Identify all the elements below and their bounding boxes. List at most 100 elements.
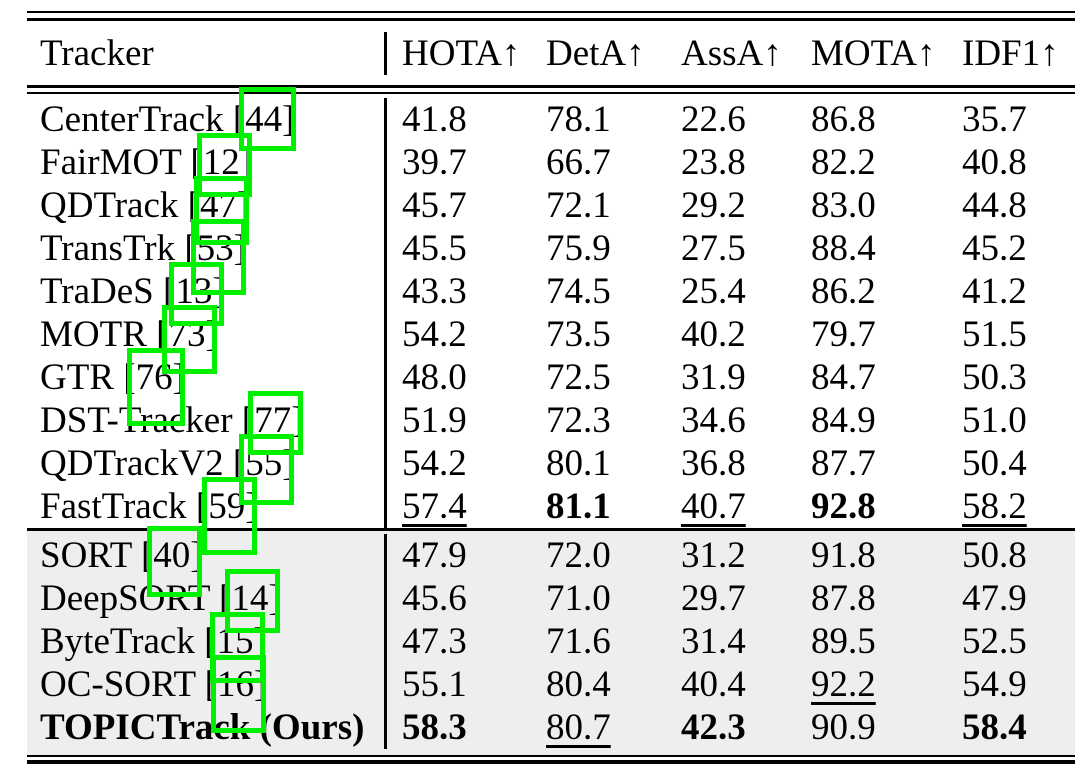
metric-cell-deta: 71.6 — [531, 620, 666, 663]
metric-value: 52.5 — [962, 621, 1027, 662]
table-row: SORT [40] 47.9 72.0 31.2 91.8 50.8 — [27, 526, 1075, 597]
metric-value: 54.2 — [402, 443, 467, 484]
metric-value: 92.2 — [811, 664, 876, 705]
metric-value: 92.8 — [811, 486, 876, 527]
metric-value: 66.7 — [546, 142, 611, 183]
metric-cell-idf1: 58.4 — [947, 706, 1075, 749]
metric-cell-assa: 42.3 — [666, 706, 796, 749]
citation-annotation-box[interactable]: 76 — [126, 348, 185, 426]
column-header-idf1: IDF1↑ — [962, 32, 1059, 74]
table-header-row: Tracker HOTA↑ DetA↑ AssA↑ MOTA↑ IDF1↑ — [27, 21, 1075, 85]
metric-cell-hota: 47.9 — [384, 534, 531, 577]
metric-cell-deta: 81.1 — [531, 485, 666, 528]
metric-cell-idf1: 40.8 — [947, 141, 1075, 184]
metric-value: 34.6 — [681, 400, 746, 441]
citation-annotation-box[interactable]: 40 — [147, 526, 203, 597]
tracker-cell: SORT [40] — [40, 526, 203, 597]
metric-value: 42.3 — [681, 707, 746, 748]
metric-value: 87.7 — [811, 443, 876, 484]
citation-annotation-box[interactable]: 16 — [211, 655, 266, 733]
metric-cell-assa: 40.4 — [666, 663, 796, 706]
citation-annotation-box[interactable]: 44 — [239, 87, 297, 151]
citation-annotation-box[interactable]: 55 — [239, 434, 295, 505]
metric-value: 45.5 — [402, 228, 467, 269]
metric-value: 23.8 — [681, 142, 746, 183]
tracker-name: SORT — [40, 535, 132, 576]
metric-value: 80.1 — [546, 443, 611, 484]
metric-value: 47.3 — [402, 621, 467, 662]
table-row: OC-SORT [16] 55.1 80.4 40.4 92.2 54.9 — [27, 655, 1075, 733]
tracker-name: GTR — [40, 357, 114, 398]
metric-cell-idf1: 58.2 — [947, 485, 1075, 528]
tracker-cell: TOPICTrack (Ours) — [27, 706, 384, 749]
tracker-cell: GTR [76] — [40, 348, 185, 426]
metric-cell-hota: 54.2 — [384, 442, 531, 485]
metric-value: 35.7 — [962, 99, 1027, 140]
table-row: MOTR [73] 54.2 73.5 40.2 79.7 51.5 — [27, 305, 1075, 374]
metric-cell-idf1: 51.5 — [947, 313, 1075, 356]
metric-cell-idf1: 35.7 — [947, 98, 1075, 141]
table-row: QDTrack [47] 45.7 72.1 29.2 83.0 44.8 — [27, 176, 1075, 245]
metric-value: 86.8 — [811, 99, 876, 140]
metric-cell-assa: 40.7 — [666, 485, 796, 528]
table-row: DeepSORT [14] 45.6 71.0 29.7 87.8 47.9 — [27, 569, 1075, 633]
metric-cell-idf1: 47.9 — [947, 577, 1075, 620]
metric-cell-deta: 80.1 — [531, 442, 666, 485]
metric-value: 89.5 — [811, 621, 876, 662]
metric-value: 50.3 — [962, 357, 1027, 398]
metric-cell-idf1: 44.8 — [947, 184, 1075, 227]
metric-value: 40.2 — [681, 314, 746, 355]
tracker-cell: TraDeS [13] — [40, 262, 225, 326]
metric-cell-mota: 84.7 — [796, 356, 947, 399]
column-header-mota: MOTA↑ — [811, 32, 936, 74]
metric-value: 27.5 — [681, 228, 746, 269]
citation-annotation-box[interactable]: 59 — [202, 477, 258, 555]
metric-cell-mota: 83.0 — [796, 184, 947, 227]
tracker-name: QDTrack — [40, 185, 179, 226]
metric-cell-deta: 72.1 — [531, 184, 666, 227]
metric-value: 22.6 — [681, 99, 746, 140]
metric-cell-hota: 48.0 — [384, 356, 531, 399]
column-header-assa: AssA↑ — [681, 32, 782, 74]
metric-cell-mota: 84.9 — [796, 399, 947, 442]
metric-value: 55.1 — [402, 664, 467, 705]
metric-value: 31.9 — [681, 357, 746, 398]
metric-cell-assa: 29.7 — [666, 577, 796, 620]
tracker-cell: CenterTrack [44] — [40, 87, 297, 151]
metric-value: 81.1 — [546, 486, 611, 527]
table-row: FairMOT [12] 39.7 66.7 23.8 82.2 40.8 — [27, 133, 1075, 197]
metric-cell-deta: 75.9 — [531, 227, 666, 270]
metric-value: 91.8 — [811, 535, 876, 576]
metric-cell-mota: 91.8 — [796, 534, 947, 577]
metric-cell-deta: 78.1 — [531, 98, 666, 141]
metric-value: 58.2 — [962, 486, 1027, 527]
metric-value: 74.5 — [546, 271, 611, 312]
metric-value: 73.5 — [546, 314, 611, 355]
metric-cell-deta: 80.4 — [531, 663, 666, 706]
metric-value: 51.0 — [962, 400, 1027, 441]
table-row: TOPICTrack (Ours) 58.3 80.7 42.3 90.9 58.4 — [27, 706, 1075, 749]
metric-value: 40.7 — [681, 486, 746, 527]
metric-value: 71.0 — [546, 578, 611, 619]
metric-cell-assa: 31.4 — [666, 620, 796, 663]
tracker-name: DST-Tracker — [40, 400, 233, 441]
tracker-cell: DeepSORT [14] — [40, 569, 281, 633]
metric-cell-deta: 72.5 — [531, 356, 666, 399]
metric-value: 72.5 — [546, 357, 611, 398]
tracker-cell: FastTrack [59] — [40, 477, 258, 555]
metric-value: 57.4 — [402, 486, 467, 527]
tracker-name: TraDeS — [40, 271, 154, 312]
metric-cell-assa: 40.2 — [666, 313, 796, 356]
metric-value: 31.2 — [681, 535, 746, 576]
metric-cell-mota: 87.7 — [796, 442, 947, 485]
column-header-tracker: Tracker — [40, 32, 154, 74]
metric-value: 36.8 — [681, 443, 746, 484]
metric-cell-deta: 80.7 — [531, 706, 666, 749]
metric-value: 72.0 — [546, 535, 611, 576]
table-row: DST-Tracker [77] 51.9 72.3 34.6 84.9 51.0 — [27, 391, 1075, 455]
metric-value: 54.9 — [962, 664, 1027, 705]
metric-cell-assa: 27.5 — [666, 227, 796, 270]
metric-cell-hota: 45.7 — [384, 184, 531, 227]
metric-value: 78.1 — [546, 99, 611, 140]
metric-value: 47.9 — [402, 535, 467, 576]
